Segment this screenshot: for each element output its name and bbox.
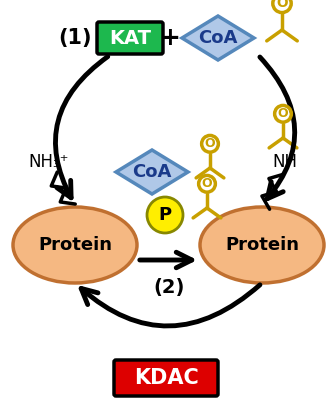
Ellipse shape	[200, 207, 324, 283]
Polygon shape	[182, 16, 254, 60]
Circle shape	[147, 197, 183, 233]
Text: O: O	[276, 0, 288, 10]
Text: O: O	[202, 177, 212, 190]
Text: (1): (1)	[58, 28, 92, 48]
Polygon shape	[116, 150, 188, 194]
FancyBboxPatch shape	[114, 360, 218, 396]
FancyArrowPatch shape	[55, 57, 108, 198]
Text: (2): (2)	[153, 278, 185, 298]
Text: O: O	[278, 107, 288, 120]
Text: O: O	[205, 137, 215, 150]
Text: P: P	[159, 206, 171, 224]
Text: CoA: CoA	[132, 163, 172, 181]
Text: KDAC: KDAC	[134, 368, 198, 388]
Text: +: +	[160, 26, 180, 50]
Text: NH₃⁺: NH₃⁺	[28, 153, 69, 171]
Text: CoA: CoA	[198, 29, 238, 47]
FancyBboxPatch shape	[97, 22, 163, 54]
FancyArrowPatch shape	[81, 285, 260, 326]
Text: NH: NH	[272, 153, 297, 171]
FancyArrowPatch shape	[260, 57, 295, 199]
Ellipse shape	[13, 207, 137, 283]
Text: Protein: Protein	[38, 236, 112, 254]
Text: Protein: Protein	[225, 236, 299, 254]
Text: KAT: KAT	[109, 28, 151, 48]
